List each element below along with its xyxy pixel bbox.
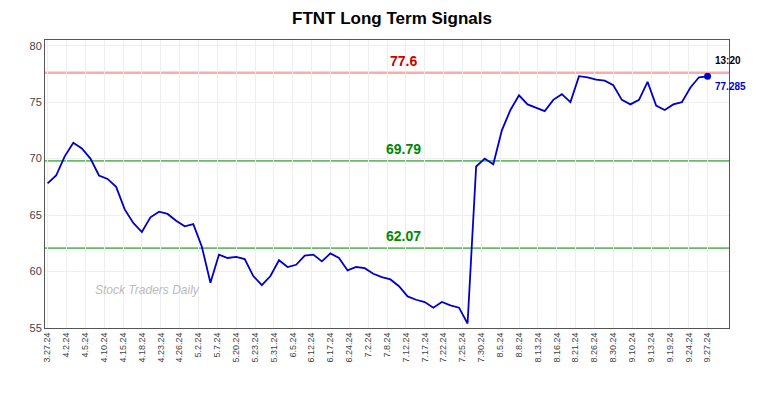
svg-text:7.8.24: 7.8.24 xyxy=(382,333,392,358)
svg-text:8.30.24: 8.30.24 xyxy=(608,333,618,363)
svg-text:55: 55 xyxy=(30,322,42,334)
svg-text:4.5.24: 4.5.24 xyxy=(80,333,90,358)
svg-text:4.2.24: 4.2.24 xyxy=(61,333,71,358)
svg-text:8.8.24: 8.8.24 xyxy=(514,333,524,358)
svg-text:60: 60 xyxy=(30,265,42,277)
svg-text:5.31.24: 5.31.24 xyxy=(269,333,279,363)
svg-text:4.10.24: 4.10.24 xyxy=(99,333,109,363)
svg-text:6.5.24: 6.5.24 xyxy=(288,333,298,358)
svg-text:77.285: 77.285 xyxy=(715,81,746,92)
svg-text:Stock Traders Daily: Stock Traders Daily xyxy=(95,283,200,297)
svg-text:80: 80 xyxy=(30,40,42,52)
svg-text:7.30.24: 7.30.24 xyxy=(476,333,486,363)
svg-text:4.15.24: 4.15.24 xyxy=(118,333,128,363)
svg-text:9.27.24: 9.27.24 xyxy=(702,333,712,363)
svg-text:65: 65 xyxy=(30,209,42,221)
svg-text:70: 70 xyxy=(30,152,42,164)
svg-text:9.10.24: 9.10.24 xyxy=(627,333,637,363)
svg-text:FTNT Long Term Signals: FTNT Long Term Signals xyxy=(292,9,492,28)
svg-text:7.22.24: 7.22.24 xyxy=(438,333,448,363)
svg-text:5.2.24: 5.2.24 xyxy=(193,333,203,358)
svg-text:8.26.24: 8.26.24 xyxy=(589,333,599,363)
svg-text:3.27.24: 3.27.24 xyxy=(42,333,52,363)
svg-text:4.18.24: 4.18.24 xyxy=(137,333,147,363)
svg-text:7.12.24: 7.12.24 xyxy=(401,333,411,363)
svg-text:8.21.24: 8.21.24 xyxy=(570,333,580,363)
svg-text:5.20.24: 5.20.24 xyxy=(231,333,241,363)
svg-text:6.17.24: 6.17.24 xyxy=(325,333,335,363)
svg-text:6.12.24: 6.12.24 xyxy=(306,333,316,363)
svg-text:69.79: 69.79 xyxy=(386,141,421,157)
svg-text:9.19.24: 9.19.24 xyxy=(665,333,675,363)
svg-text:9.24.24: 9.24.24 xyxy=(684,333,694,363)
svg-text:7.17.24: 7.17.24 xyxy=(420,333,430,363)
svg-text:62.07: 62.07 xyxy=(386,228,421,244)
svg-text:9.13.24: 9.13.24 xyxy=(646,333,656,363)
svg-text:7.25.24: 7.25.24 xyxy=(457,333,467,363)
svg-text:8.13.24: 8.13.24 xyxy=(533,333,543,363)
svg-text:4.26.24: 4.26.24 xyxy=(174,333,184,363)
svg-text:13:20: 13:20 xyxy=(715,55,741,66)
svg-text:7.2.24: 7.2.24 xyxy=(363,333,373,358)
svg-text:8.5.24: 8.5.24 xyxy=(495,333,505,358)
svg-text:4.23.24: 4.23.24 xyxy=(156,333,166,363)
svg-text:77.6: 77.6 xyxy=(390,53,417,69)
svg-text:8.16.24: 8.16.24 xyxy=(552,333,562,363)
svg-text:75: 75 xyxy=(30,96,42,108)
svg-text:5.23.24: 5.23.24 xyxy=(250,333,260,363)
svg-text:6.24.24: 6.24.24 xyxy=(344,333,354,363)
svg-text:5.7.24: 5.7.24 xyxy=(212,333,222,358)
